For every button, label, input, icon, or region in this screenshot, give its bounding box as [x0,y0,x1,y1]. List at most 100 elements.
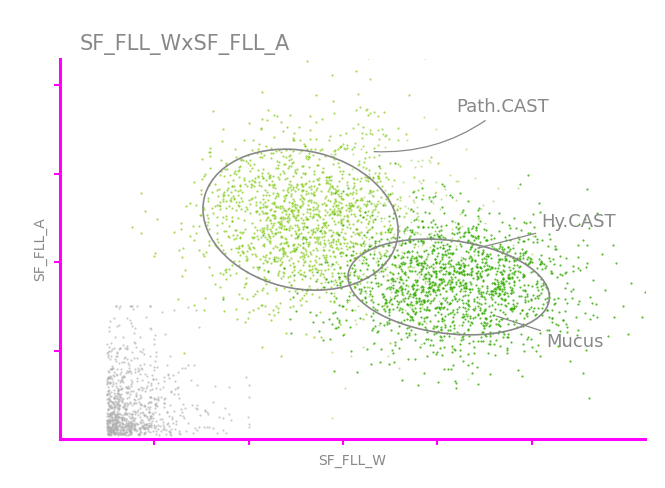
Point [392,136,403,144]
Point [393,306,404,314]
Point [321,180,331,187]
Point [325,283,336,291]
Point [271,192,281,200]
Point [467,369,477,377]
Point [110,415,121,423]
Point [120,415,131,423]
Point [437,255,448,263]
Point [259,229,269,237]
Point [129,338,140,346]
Point [364,242,375,249]
Point [561,279,572,286]
Point [371,229,382,237]
Point [300,170,311,178]
Point [290,214,301,222]
Point [397,252,408,260]
Point [457,207,467,215]
Point [278,252,289,260]
Point [152,380,163,387]
Point [104,397,115,405]
Point [150,401,161,408]
Point [406,156,417,164]
Point [288,158,299,166]
Point [462,300,473,308]
Point [134,430,145,438]
Point [418,191,428,199]
Point [395,304,406,312]
Point [357,256,368,264]
Point [364,173,374,181]
Point [419,113,430,121]
Point [281,239,292,246]
Point [431,291,442,299]
Point [325,188,336,196]
Point [360,148,371,156]
Point [395,204,406,212]
Point [126,426,136,434]
Point [531,235,542,243]
Point [264,172,275,180]
Point [429,243,440,250]
Point [442,293,452,301]
Point [371,212,382,220]
Point [241,183,252,190]
Point [357,134,368,142]
Point [413,251,424,259]
Point [289,246,299,254]
Point [527,343,538,351]
Point [469,245,480,253]
Point [381,303,392,311]
Point [128,399,139,407]
Point [261,221,272,228]
Point [329,366,339,374]
Point [317,220,328,227]
Point [431,270,442,278]
Point [477,201,488,208]
Point [462,262,473,269]
Point [437,260,448,267]
Point [352,175,362,183]
Point [470,257,481,265]
Point [127,419,138,427]
Point [336,217,346,224]
Point [115,378,126,386]
Point [408,187,419,195]
Point [321,201,331,209]
Point [114,426,125,434]
Point [136,423,147,430]
Point [133,411,144,419]
Point [107,410,118,418]
Point [292,233,303,241]
Point [215,269,225,277]
Point [286,207,297,215]
Point [324,185,334,193]
Point [291,216,301,224]
Point [511,224,522,232]
Point [112,416,122,424]
Point [473,284,483,292]
Point [109,394,120,402]
Point [526,303,537,311]
Point [456,281,466,288]
Point [257,88,267,96]
Point [444,332,454,340]
Point [303,265,314,273]
Point [412,248,423,256]
Point [129,365,140,373]
Point [323,179,333,187]
Point [350,186,361,194]
Point [251,208,262,216]
Point [218,246,229,254]
Point [419,317,430,325]
Point [429,246,440,254]
Point [435,305,446,312]
Point [364,243,374,250]
Point [319,194,330,202]
Point [390,253,401,261]
Point [461,284,471,292]
Point [376,261,387,268]
Point [289,271,299,279]
Point [327,272,337,280]
Point [283,241,293,249]
Point [503,272,514,280]
